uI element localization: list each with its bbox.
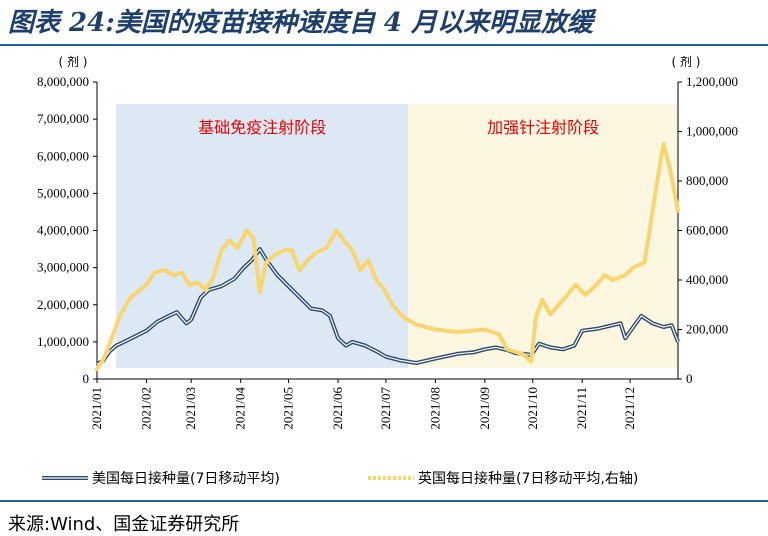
right-tick-label: 0 [686, 371, 693, 386]
x-tick-label: 2021/08 [427, 387, 442, 430]
left-tick-label: 6,000,000 [37, 148, 89, 163]
left-tick-label: 7,000,000 [37, 111, 89, 126]
right-tick-label: 1,200,000 [686, 74, 738, 89]
phase-band [408, 104, 678, 368]
left-tick-label: 2,000,000 [37, 297, 89, 312]
source-note: 来源:Wind、国金证券研究所 [8, 514, 240, 535]
phase-band-label: 基础免疫注射阶段 [198, 118, 326, 137]
x-tick-label: 2021/11 [574, 387, 589, 429]
right-axis-unit: ( 剂 ) [672, 54, 701, 69]
uk-series-line [95, 141, 680, 372]
x-tick-label: 2021/07 [378, 387, 393, 430]
x-tick-label: 2021/12 [622, 387, 637, 430]
x-tick-label: 2021/06 [330, 387, 345, 430]
x-tick-label: 2021/05 [281, 387, 296, 430]
x-tick-label: 2021/03 [183, 387, 198, 430]
left-tick-label: 1,000,000 [37, 334, 89, 349]
right-tick-label: 1,000,000 [686, 124, 738, 139]
legend-uk-label: 英国每日接种量(7日移动平均,右轴) [418, 470, 638, 487]
left-tick-label: 4,000,000 [37, 223, 89, 238]
x-tick-label: 2021/09 [477, 387, 492, 430]
left-tick-label: 8,000,000 [37, 74, 89, 89]
phase-band [116, 104, 409, 368]
legend-us-label: 美国每日接种量(7日移动平均) [92, 470, 280, 487]
source-divider [0, 500, 768, 502]
left-tick-label: 5,000,000 [37, 185, 89, 200]
page-title: 图表 24:美国的疫苗接种速度自 4 月以来明显放缓 [8, 8, 594, 38]
right-tick-label: 200,000 [686, 322, 728, 337]
x-tick-label: 2021/02 [138, 387, 153, 430]
x-tick-label: 2021/04 [233, 387, 248, 430]
left-axis-unit: ( 剂 ) [59, 54, 88, 69]
x-tick-label: 2021/10 [525, 387, 540, 430]
title-divider [0, 44, 768, 46]
left-tick-label: 3,000,000 [37, 260, 89, 275]
right-tick-label: 800,000 [686, 173, 728, 188]
us-series-line [96, 248, 679, 365]
phase-band-label: 加强针注射阶段 [487, 118, 599, 137]
left-tick-label: 0 [83, 371, 90, 386]
right-tick-label: 400,000 [686, 272, 728, 287]
x-tick-label: 2021/01 [89, 387, 104, 430]
right-tick-label: 600,000 [686, 223, 728, 238]
chart: 基础免疫注射阶段 加强针注射阶段 0 1,000,000 2,000,000 3,000,… [37, 54, 738, 487]
